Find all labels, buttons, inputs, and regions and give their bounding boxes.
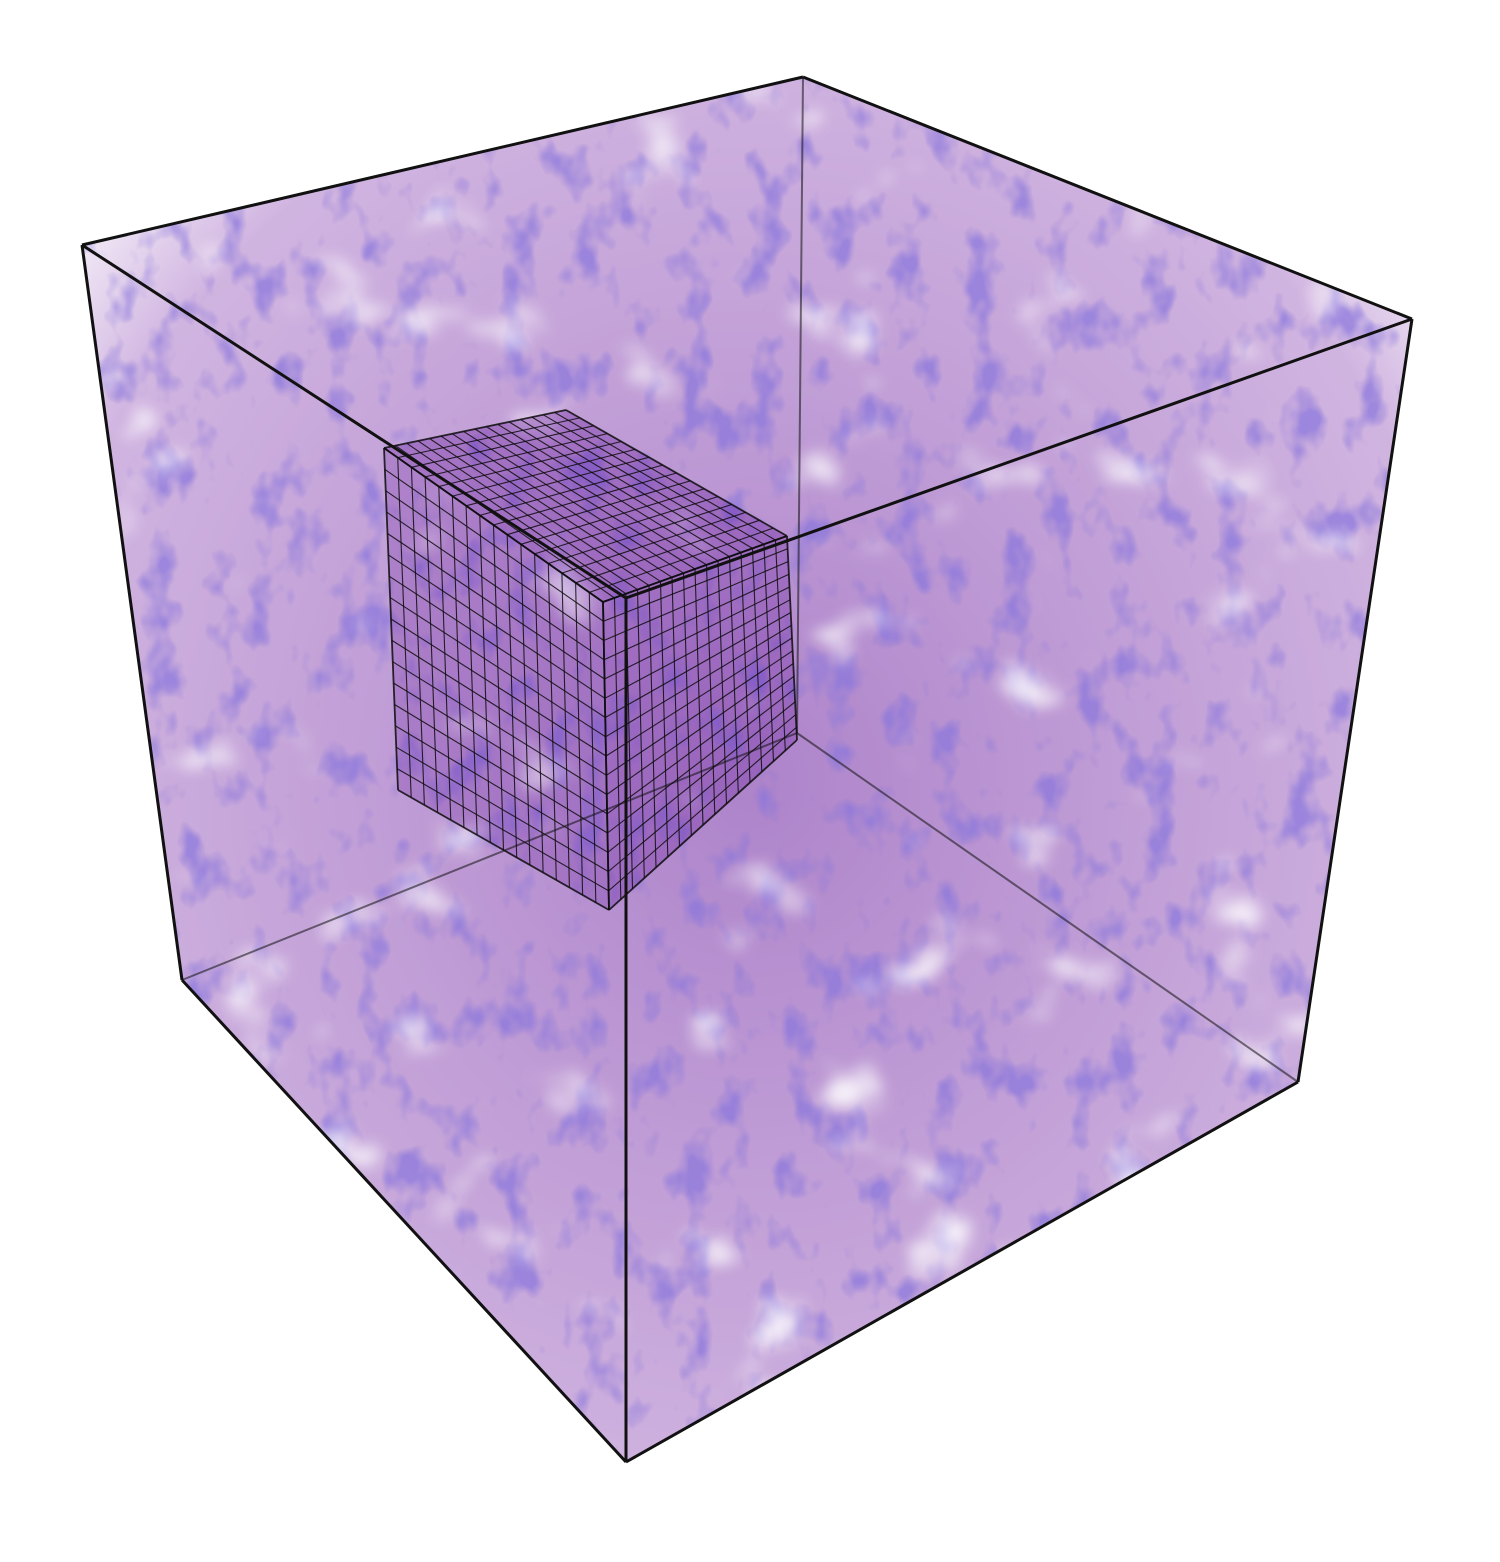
subgrid-right-face-gridline	[774, 540, 786, 751]
subgrid-right-face-gridline	[786, 535, 798, 741]
subgrid-top-face-gridline	[497, 423, 719, 562]
subgrid-right-face-gridline	[740, 552, 751, 783]
subgrid-top-face-gridline	[531, 416, 753, 549]
subgrid-right-face-gridline	[607, 701, 796, 853]
subgrid-left-face-gridline	[395, 725, 609, 853]
subgrid-left-face-gridline	[588, 592, 597, 903]
subgrid-right-face-gridline	[605, 637, 793, 757]
subgrid-left-face-gridline	[391, 639, 607, 776]
subgrid-right-face-gridline	[607, 688, 795, 834]
subgrid-right-face-gridline	[728, 556, 739, 794]
subgrid-right-face-gridline	[608, 739, 798, 911]
subgrid-top-face-gridline	[554, 411, 776, 541]
subgrid-left-face-gridline	[506, 534, 518, 858]
subgrid-top-face-gridline	[520, 488, 705, 545]
subgrid-top-face-gridline	[589, 527, 774, 593]
subgrid-left-face-gridline	[396, 768, 609, 892]
subgrid-right-face-gridline	[751, 548, 763, 772]
subgrid-top-face-gridline	[520, 419, 742, 553]
subgrid-top-face-gridline	[561, 511, 746, 574]
subgrid-top-face-gridline	[486, 426, 707, 566]
subgrid-top-face-gridline	[575, 519, 760, 584]
subgrid-top-face-gridline	[507, 480, 691, 536]
subgrid-top-face-gridline	[508, 421, 730, 558]
subgrid-right-face-gridline	[608, 726, 797, 892]
box-edge-ADn	[81, 243, 627, 600]
box-edge-AE	[80, 244, 184, 981]
outer-box-outline	[80, 75, 1414, 1464]
subgrid-right-face-gridline	[705, 564, 716, 815]
subgrid-cube	[383, 409, 798, 911]
subgrid-right-face-gridline	[763, 544, 775, 762]
subgrid-left-face-gridline	[547, 563, 557, 881]
subgrid-top-face-gridline	[543, 414, 765, 545]
subgrid-left-face-gridline	[392, 661, 608, 795]
box-edge-AB	[81, 75, 804, 247]
box-edge-GH	[796, 732, 1299, 1083]
subgrid-right-face-gridline	[606, 663, 794, 795]
subgrid-right-face-gridline	[607, 714, 797, 872]
subgrid-left-face-gridline	[561, 573, 570, 888]
box-edge-FG	[625, 1080, 1299, 1464]
box-edge-BH	[796, 76, 804, 734]
subgrid-left-face	[384, 448, 609, 910]
subgrid-right-face-gridline	[606, 675, 795, 815]
subgrid-right-face-gridline	[606, 650, 793, 776]
subgrid-right-face-gridline	[717, 560, 728, 804]
subgrid-left-face-gridline	[394, 704, 608, 834]
box-edge-EH	[181, 732, 798, 981]
box-edge-EF	[180, 978, 628, 1464]
subgrid-top-face-gridline	[534, 496, 719, 555]
subgrid-left-face-gridline	[575, 582, 584, 896]
subgrid-left-face-gridline	[534, 553, 544, 873]
subgrid-left-face-gridline	[520, 544, 531, 866]
box-edge-BC	[802, 75, 1413, 321]
subgrid-left-face-gridline	[390, 618, 607, 757]
subgrid-top-face	[384, 410, 787, 602]
subgrid-left-face-gridline	[396, 746, 609, 872]
box-edge-CDn	[625, 317, 1413, 600]
subgrid-top-face-gridline	[548, 503, 732, 565]
subgrid-left-face-gridline	[393, 682, 608, 815]
subgrid-top-face-gridline	[565, 409, 788, 537]
subgrid-top-face-gridline	[493, 472, 677, 526]
box-edge-CG	[1296, 318, 1414, 1083]
